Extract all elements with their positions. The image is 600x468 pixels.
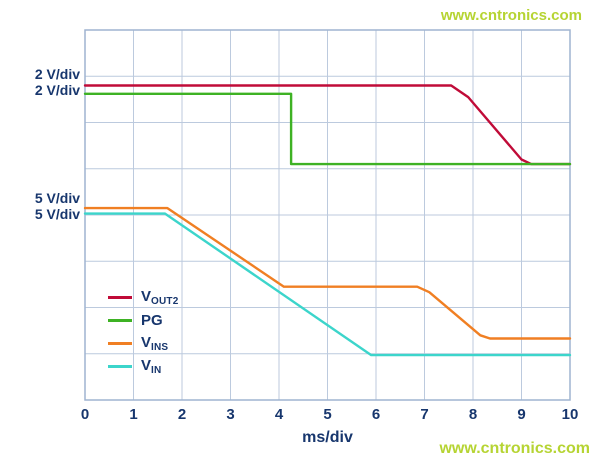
legend: VOUT2 PG VINS VIN (108, 286, 179, 378)
x-tick-label: 10 (561, 406, 579, 423)
legend-label-vout2: VOUT2 (141, 287, 179, 307)
legend-label-vin: VIN (141, 356, 162, 376)
watermark-top: www.cntronics.com (440, 7, 582, 24)
watermark-bottom: www.cntronics.com (439, 440, 590, 457)
series-line-vin (83, 212, 572, 357)
x-tick-label: 3 (226, 406, 235, 423)
legend-item-vin: VIN (108, 355, 179, 378)
y-scale-label-vins: 5 V/div (34, 190, 80, 206)
legend-item-pg: PG (108, 309, 179, 332)
legend-item-vins: VINS (108, 332, 179, 355)
legend-label-pg: PG (141, 312, 163, 329)
legend-swatch-vout2 (108, 296, 132, 299)
x-tick-label: 2 (177, 406, 187, 423)
y-scale-label-vout2: 2 V/div (34, 66, 80, 82)
y-scale-label-vin: 5 V/div (34, 206, 80, 222)
legend-item-vout2: VOUT2 (108, 286, 179, 309)
legend-label-vins: VINS (141, 333, 169, 353)
x-tick-label: 1 (129, 406, 138, 423)
series-line-pg (83, 92, 572, 166)
x-tick-label: 0 (80, 406, 90, 423)
x-tick-label: 9 (517, 406, 526, 423)
x-tick-label: 7 (420, 406, 429, 423)
plot-border (84, 29, 571, 401)
legend-swatch-vins (108, 342, 132, 345)
x-axis-title: ms/div (302, 429, 353, 446)
y-scale-label-pg: 2 V/div (34, 82, 80, 98)
series-line-vins (83, 206, 572, 340)
legend-swatch-pg (108, 319, 132, 322)
x-tick-label: 5 (323, 406, 332, 423)
x-tick-label: 4 (274, 406, 284, 423)
x-tick-label: 8 (468, 406, 478, 423)
x-tick-label: 6 (371, 406, 381, 423)
legend-swatch-vin (108, 365, 132, 368)
